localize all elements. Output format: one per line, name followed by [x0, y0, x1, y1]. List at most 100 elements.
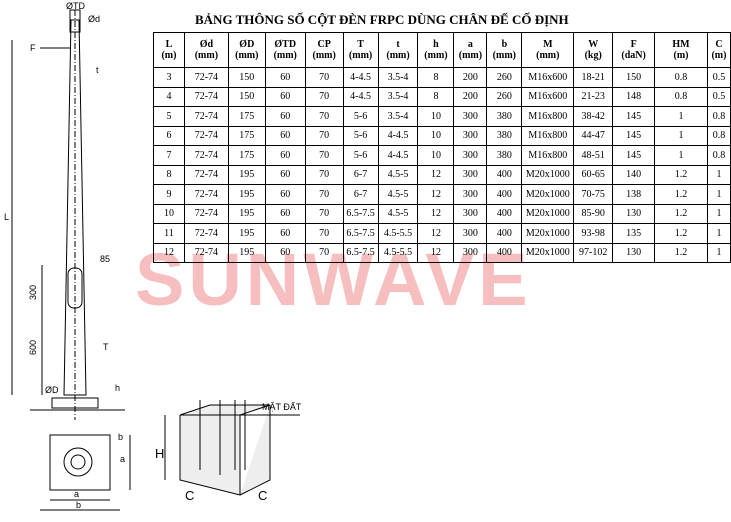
cell: 3	[153, 67, 185, 88]
label: L	[4, 212, 9, 222]
cell: 6-7	[342, 184, 379, 205]
row: 4 72-74 150 60 70 4-4.5 3.5-4 8 200 260 M16x600 21-…	[153, 86, 731, 107]
cell: 12	[417, 242, 455, 263]
cell: 4.5-5	[377, 203, 419, 224]
cell: 6	[153, 125, 185, 146]
cell: 6.5-7.5	[342, 203, 379, 224]
cell: 400	[486, 242, 523, 263]
header-text: (mm)	[492, 50, 516, 61]
header-text: W	[588, 39, 599, 50]
header-text: Ød	[199, 39, 214, 50]
cell: M20x1000	[521, 242, 575, 263]
header-cell: ØD (mm)	[227, 32, 266, 68]
cell: 145	[612, 106, 656, 127]
cell: 300	[453, 184, 488, 205]
cell: 300	[453, 203, 488, 224]
cell: 400	[486, 223, 523, 244]
cell: M20x1000	[521, 203, 575, 224]
cell: 1	[706, 242, 731, 263]
cell: 138	[612, 184, 656, 205]
cell: 0.8	[706, 125, 731, 146]
header-text: (m)	[711, 50, 727, 61]
cell: 38-42	[573, 106, 614, 127]
foundation	[179, 404, 271, 496]
cell: 4-4.5	[342, 86, 379, 107]
label: C	[185, 488, 194, 503]
header-text: (mm)	[194, 50, 219, 61]
cell: 60-65	[573, 164, 614, 185]
cell: 72-74	[183, 125, 229, 146]
cell: 195	[227, 203, 266, 224]
label: 600	[28, 340, 38, 355]
cell: 0.8	[654, 86, 708, 107]
cell: 60	[264, 242, 306, 263]
row: 8 72-74 195 60 70 6-7 4.5-5 12 300 400 M20x1000 60-…	[153, 164, 731, 185]
cell: 60	[264, 184, 306, 205]
cell: 1	[706, 223, 731, 244]
label: 85	[100, 254, 110, 264]
header-cell: HM (m)	[654, 32, 708, 68]
label: MẶT ĐẤT	[262, 402, 302, 412]
header-cell: a (mm)	[453, 32, 488, 68]
cell: 70	[304, 203, 344, 224]
cell: 1	[654, 125, 708, 146]
cell: 70	[304, 242, 344, 263]
cell: 140	[612, 164, 656, 185]
cell: 72-74	[183, 203, 229, 224]
cell: 4-4.5	[342, 67, 379, 88]
cell: 60	[264, 86, 306, 107]
spec-table: L (m) Ød (mm) ØD (mm) ØTD (mm) CP (mm) T (mm) t (mm) h…	[153, 32, 731, 263]
header-text: (mm)	[458, 50, 483, 61]
label: a	[74, 489, 79, 499]
header-text: HM	[672, 39, 690, 50]
label: b	[76, 500, 81, 510]
cell: 380	[486, 106, 523, 127]
header-text: (kg)	[584, 50, 602, 61]
label: ØTD	[66, 1, 85, 11]
label: T	[103, 342, 109, 352]
header-cell: ØTD (mm)	[264, 32, 306, 68]
cell: 1.2	[654, 242, 708, 263]
header-text: (m)	[161, 50, 177, 61]
cell: 70	[304, 184, 344, 205]
row: 5 72-74 175 60 70 5-6 3.5-4 10 300 380 M16x800 38-4…	[153, 106, 731, 127]
cell: 97-102	[573, 242, 614, 263]
cell: 12	[417, 223, 455, 244]
header-cell: M (mm)	[521, 32, 575, 68]
cell: 8	[417, 67, 455, 88]
cell: 70	[304, 164, 344, 185]
cell: 60	[264, 164, 306, 185]
cell: 60	[264, 145, 306, 166]
row: 11 72-74 195 60 70 6.5-7.5 4.5-5.5 12 300 400 M20x…	[153, 223, 731, 244]
cell: 300	[453, 145, 488, 166]
cell: 70	[304, 67, 344, 88]
header-cell: b (mm)	[486, 32, 523, 68]
cell: 70	[304, 106, 344, 127]
cell: M16x800	[521, 125, 575, 146]
row: 10 72-74 195 60 70 6.5-7.5 4.5-5 12 300 400 M20x10…	[153, 203, 731, 224]
cell: 72-74	[183, 145, 229, 166]
cell: 300	[453, 242, 488, 263]
cell: 72-74	[183, 106, 229, 127]
cell: 4.5-5.5	[377, 242, 419, 263]
cell: 4.5-5	[377, 164, 419, 185]
cell: 4-4.5	[377, 145, 419, 166]
label: t	[96, 65, 99, 75]
cell: 70-75	[573, 184, 614, 205]
header-text: F	[630, 39, 637, 50]
label: F	[30, 43, 36, 53]
cell: 7	[153, 145, 185, 166]
cell: 6.5-7.5	[342, 223, 379, 244]
cell: 72-74	[183, 67, 229, 88]
cell: 3.5-4	[377, 106, 419, 127]
plan	[49, 434, 111, 491]
cell: 5-6	[342, 106, 379, 127]
cell: 10	[153, 203, 185, 224]
cell: 60	[264, 203, 306, 224]
cell: 60	[264, 106, 306, 127]
row: 3 72-74 150 60 70 4-4.5 3.5-4 8 200 260 M16x600 18-…	[153, 67, 731, 88]
cell: 72-74	[183, 164, 229, 185]
pole-top	[69, 9, 81, 33]
cell: 60	[264, 223, 306, 244]
header-cell: CP (mm)	[304, 32, 344, 68]
